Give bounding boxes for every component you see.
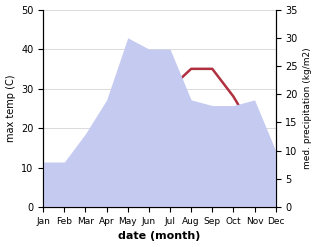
- X-axis label: date (month): date (month): [118, 231, 201, 242]
- Y-axis label: max temp (C): max temp (C): [5, 75, 16, 142]
- Y-axis label: med. precipitation (kg/m2): med. precipitation (kg/m2): [303, 48, 313, 169]
